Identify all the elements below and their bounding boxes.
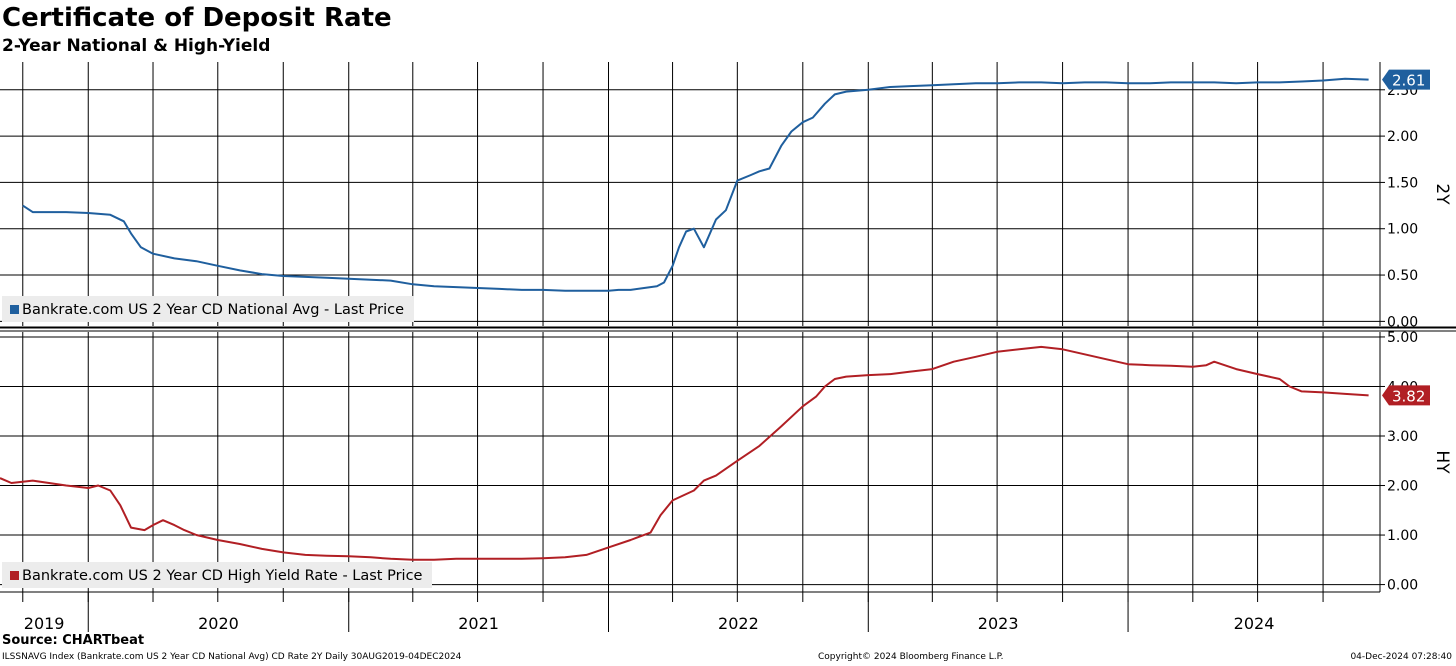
x-year-label: 2024 xyxy=(1234,614,1275,632)
x-year-label: 2020 xyxy=(198,614,239,632)
x-year-label: 2019 xyxy=(24,614,65,632)
y-tick-label: 0.00 xyxy=(1387,314,1418,330)
last-value-tag xyxy=(1382,69,1430,90)
y-tick-label: 5.00 xyxy=(1387,330,1418,346)
legend-box xyxy=(2,562,432,588)
y-tick-label: 0.50 xyxy=(1387,268,1418,284)
timestamp: 04-Dec-2024 07:28:40 xyxy=(1350,652,1452,662)
legend-swatch xyxy=(10,571,19,580)
legend-label: Bankrate.com US 2 Year CD High Yield Rat… xyxy=(22,568,423,584)
y-tick-label: 3.00 xyxy=(1387,429,1418,445)
x-year-label: 2023 xyxy=(978,614,1019,632)
index-description: ILSSNAVG Index (Bankrate.com US 2 Year C… xyxy=(2,652,462,662)
y-tick-label: 1.00 xyxy=(1387,528,1418,544)
y-tick-label: 0.00 xyxy=(1387,578,1418,594)
legend-label: Bankrate.com US 2 Year CD National Avg -… xyxy=(22,302,404,318)
source-note: Source: CHARTbeat xyxy=(2,633,145,648)
series-line-hy xyxy=(0,345,1369,561)
y-tick-label: 1.50 xyxy=(1387,175,1418,191)
copyright-note: Copyright© 2024 Bloomberg Finance L.P. xyxy=(818,652,1004,662)
chart-subtitle: 2-Year National & High-Yield xyxy=(2,36,271,56)
series-line-2y xyxy=(22,77,1369,292)
last-value-label: 2.61 xyxy=(1392,72,1425,90)
last-value-tag xyxy=(1382,385,1430,406)
y-tick-label: 2.00 xyxy=(1387,129,1418,145)
last-value-label: 3.82 xyxy=(1392,387,1425,405)
legend-swatch xyxy=(10,305,19,314)
x-year-label: 2021 xyxy=(458,614,499,632)
panel-label: HY xyxy=(1432,450,1452,474)
legend-box xyxy=(2,296,414,322)
x-year-label: 2022 xyxy=(718,614,759,632)
panel-label: 2Y xyxy=(1432,183,1452,205)
y-tick-label: 1.00 xyxy=(1387,222,1418,238)
x-axis: 2019 2020 2021 2022 2023 2024 xyxy=(0,591,1380,632)
chart-title: Certificate of Deposit Rate xyxy=(2,3,392,33)
y-tick-label: 2.00 xyxy=(1387,479,1418,495)
